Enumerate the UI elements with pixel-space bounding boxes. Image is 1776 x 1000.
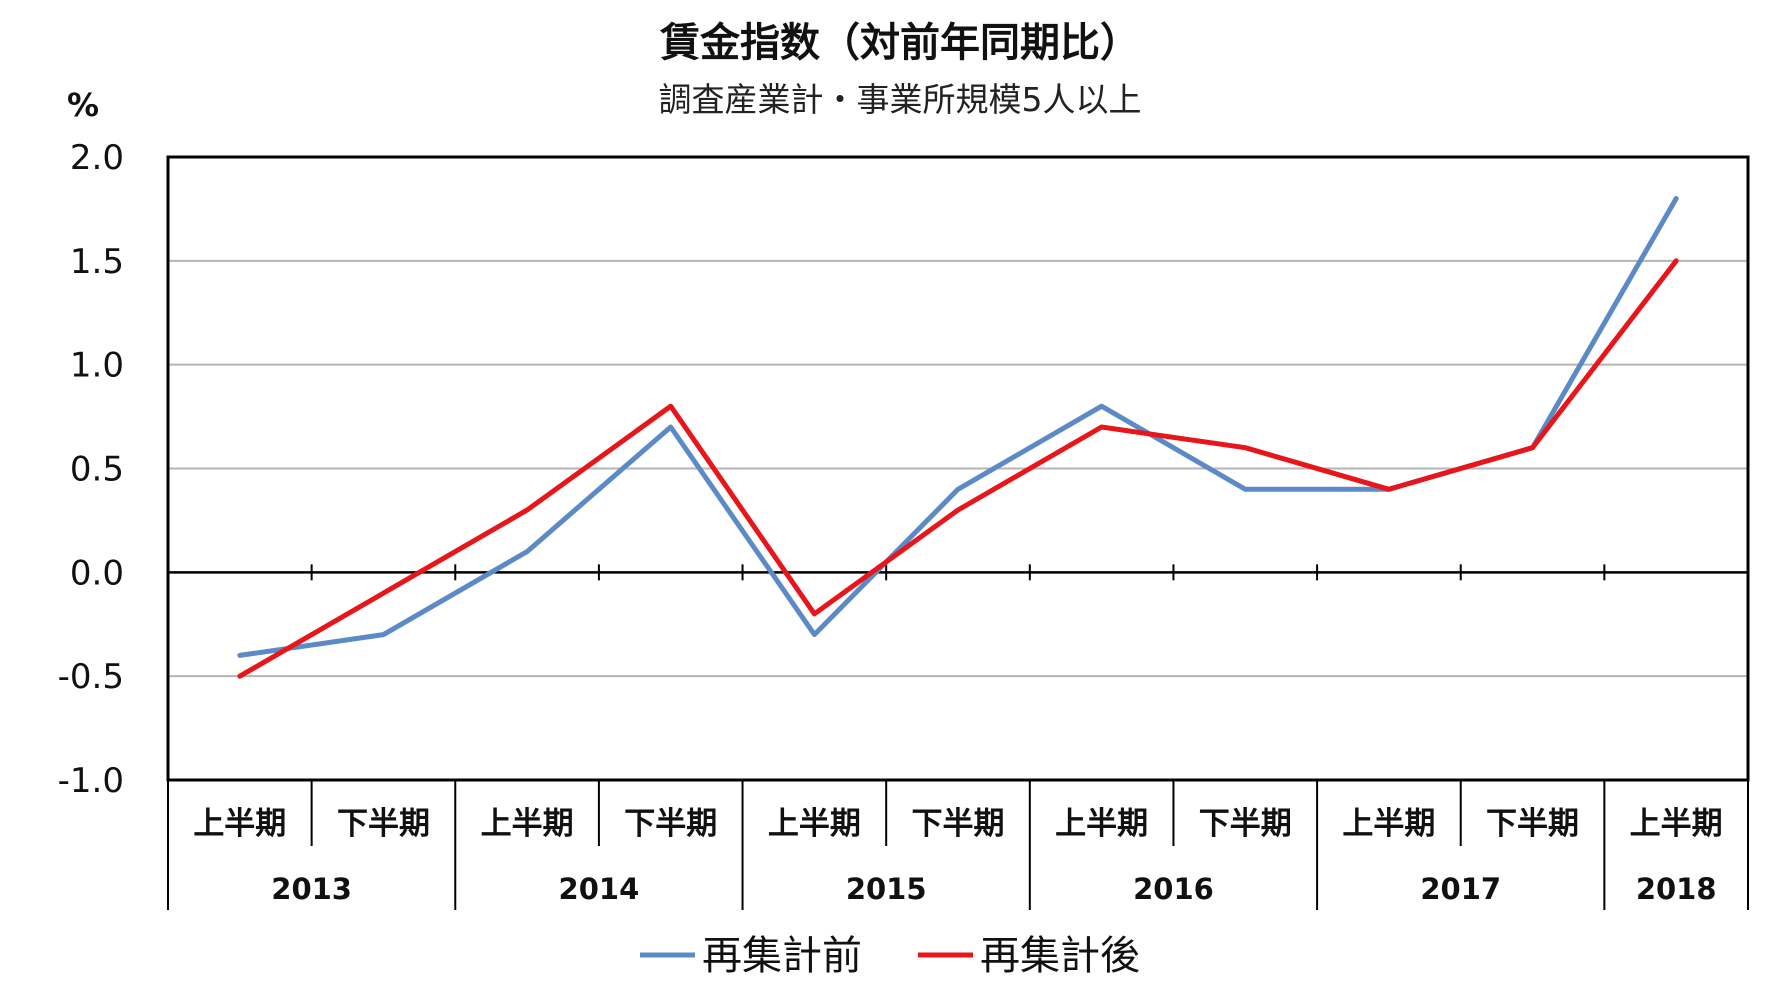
x-year-label: 2016: [1133, 872, 1214, 906]
x-period-label: 下半期: [912, 806, 1005, 842]
chart-subtitle: 調査産業計・事業所規模5人以上: [659, 80, 1142, 119]
gridlines: [168, 156, 1748, 781]
y-axis-tick-labels: 2.0 1.5 1.0 0.5 0.0 -0.5 -1.0: [58, 138, 124, 801]
x-year-label: 2013: [271, 872, 352, 906]
series-line-2: [237, 258, 1679, 679]
x-year-label: 2017: [1420, 872, 1501, 906]
x-period-label: 下半期: [624, 806, 717, 842]
legend-label: 再集計前: [702, 933, 862, 979]
y-tick-label: 2.0: [70, 138, 124, 178]
x-period-label: 上半期: [481, 806, 574, 842]
x-period-label: 下半期: [1486, 806, 1579, 842]
plot-area-frame: [166, 155, 1750, 782]
x-year-label: 2018: [1636, 872, 1717, 906]
x-axis: 上半期 下半期 上半期 下半期 上半期 下半期 上半期 下半期 上半期 下半期 上半期 2013 201…: [167, 564, 1749, 910]
x-period-label: 上半期: [193, 806, 286, 842]
x-year-label: 2014: [559, 872, 640, 906]
y-tick-label: 0.5: [70, 450, 124, 490]
y-tick-label: -1.0: [58, 761, 124, 801]
x-period-label: 上半期: [768, 806, 861, 842]
x-year-label: 2015: [846, 872, 927, 906]
series-lines: [237, 196, 1679, 679]
y-tick-label: 0.0: [70, 553, 124, 593]
y-tick-label: 1.0: [70, 346, 124, 386]
x-period-label: 上半期: [1342, 806, 1435, 842]
series-line-1: [237, 196, 1679, 658]
chart-title: 賃金指数（対前年同期比）: [659, 20, 1140, 66]
legend: 再集計前 再集計後: [640, 933, 1140, 979]
legend-label: 再集計後: [980, 933, 1140, 979]
x-period-label: 上半期: [1630, 806, 1723, 842]
y-axis-unit-label: %: [67, 86, 99, 124]
x-period-label: 上半期: [1055, 806, 1148, 842]
x-period-label: 下半期: [1199, 806, 1292, 842]
x-period-label: 下半期: [337, 806, 430, 842]
y-tick-label: 1.5: [70, 242, 124, 282]
y-tick-label: -0.5: [58, 657, 124, 697]
